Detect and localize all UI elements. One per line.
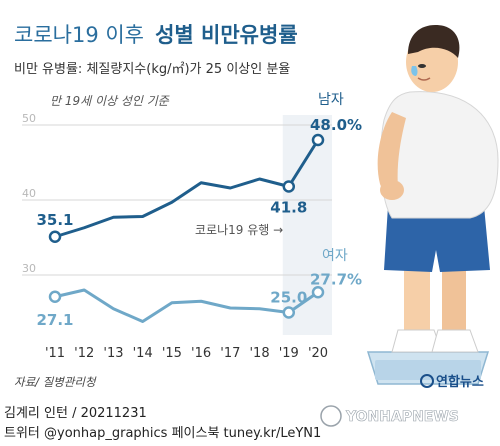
- x-tick-1: '12: [74, 346, 94, 361]
- hair: [408, 25, 460, 59]
- hand: [380, 180, 404, 200]
- leg-left: [404, 262, 430, 332]
- data-label-0-8: 41.8: [270, 199, 307, 217]
- series-0-point-0: [48, 230, 62, 243]
- chart-subtitle: 비만 유병률: 체질량지수(kg/㎡)가 25 이상인 분율: [14, 62, 290, 77]
- x-tick-labels: '11 '12 '13 '14 '15 '16 '17 '18 '19 '20: [45, 346, 328, 361]
- logo-text: 연합뉴스: [436, 374, 484, 390]
- x-tick-8: '19: [279, 346, 299, 361]
- data-label-1-8: 25.0: [270, 289, 307, 307]
- data-label-1-9: 27.7%: [310, 270, 362, 288]
- x-tick-7: '18: [249, 346, 269, 361]
- y-tick-40: 40: [22, 187, 36, 200]
- shoe-right: [431, 329, 479, 353]
- series-label-female: 여자: [322, 248, 348, 264]
- series-1-point-0: [48, 290, 62, 303]
- series-1-point-9: [311, 286, 325, 299]
- data-label-0-9: 48.0%: [310, 116, 362, 134]
- y-tick-30: 30: [22, 262, 36, 275]
- y-tick-50: 50: [22, 112, 36, 125]
- leg-right: [442, 262, 466, 332]
- obese-person-illustration: [366, 25, 499, 385]
- yonhap-logo-icon: [420, 374, 434, 388]
- eye: [418, 64, 426, 68]
- sweat-drop-icon: [411, 66, 418, 76]
- title-bold: 성별 비만유병률: [155, 23, 298, 47]
- watermark-text: YONHAPNEWS: [345, 409, 459, 425]
- footer-credit: 김계리 인턴 / 20211231: [4, 406, 147, 421]
- title-light: 코로나19 이후: [14, 23, 144, 47]
- data-labels: 35.1 41.8 48.0% 27.1 25.027.7%: [36, 116, 362, 329]
- x-tick-3: '14: [133, 346, 153, 361]
- x-tick-9: '20: [308, 346, 328, 361]
- mouth: [417, 77, 431, 81]
- chart-note: 만 19세 이상 성인 기준: [50, 94, 170, 108]
- series-line-0: [54, 139, 320, 239]
- series-1-point-8: [282, 306, 296, 319]
- arm: [377, 112, 406, 195]
- series-0-point-8: [282, 180, 296, 193]
- x-tick-6: '17: [220, 346, 240, 361]
- series-0-point-9: [311, 133, 325, 147]
- x-tick-5: '16: [191, 346, 211, 361]
- x-tick-4: '15: [162, 346, 182, 361]
- shirt: [380, 91, 499, 219]
- chart-title: 코로나19 이후 성별 비만유병률: [14, 23, 298, 47]
- data-label-0-0: 35.1: [36, 211, 73, 229]
- shorts: [384, 206, 490, 272]
- x-tick-2: '13: [103, 346, 123, 361]
- scale-top: [375, 360, 481, 380]
- x-tick-0: '11: [45, 346, 65, 361]
- covid-label: 코로나19 유행 →: [195, 222, 283, 237]
- series-label-male: 남자: [318, 92, 344, 108]
- source-text: 자료/ 질병관리청: [14, 375, 97, 389]
- series-line-1: [54, 288, 319, 323]
- footer-social: 트위터 @yonhap_graphics 페이스북 tuney.kr/LeYN1: [4, 426, 321, 441]
- watermark-icon: [320, 405, 342, 427]
- series-group: [48, 133, 325, 323]
- data-label-1-0: 27.1: [36, 311, 73, 329]
- y-tick-labels: 30 40 50: [22, 112, 36, 275]
